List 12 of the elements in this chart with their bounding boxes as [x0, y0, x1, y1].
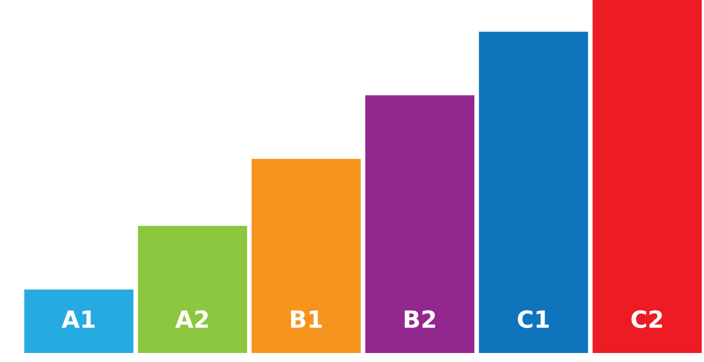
bar [478, 32, 588, 353]
x-tick-label: B1 [291, 310, 322, 328]
x-tick-label: C2 [631, 310, 662, 328]
x-tick-label: A2 [175, 310, 208, 328]
bar [24, 289, 134, 353]
x-tick-label: B2 [404, 310, 435, 328]
bar [138, 226, 248, 353]
bar [365, 95, 474, 353]
bar [252, 158, 361, 353]
x-tick-label: C1 [518, 310, 549, 328]
x-tick-label: A1 [62, 310, 95, 328]
bar [592, 0, 702, 353]
